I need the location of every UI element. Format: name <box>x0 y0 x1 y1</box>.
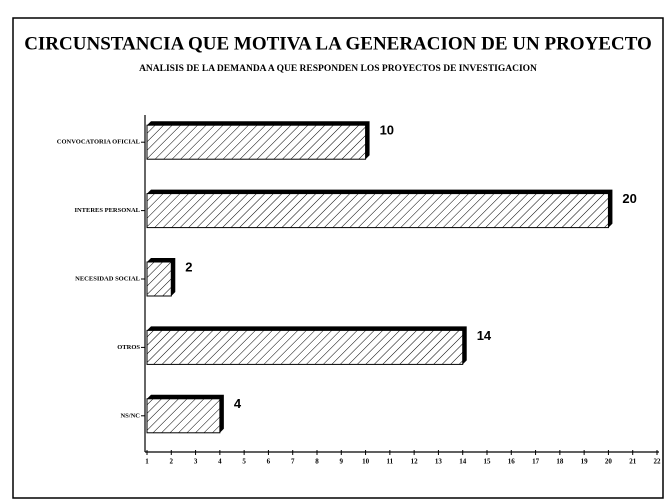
x-tick-label: 11 <box>387 458 394 466</box>
x-tick-label: 19 <box>581 458 589 466</box>
y-tick-label: NECESIDAD SOCIAL <box>75 275 140 282</box>
bar <box>146 261 172 297</box>
x-tick-label: 2 <box>170 458 174 466</box>
x-tick-label: 4 <box>218 458 222 466</box>
bar <box>146 124 367 160</box>
y-tick-label: CONVOCATORIA OFICIAL <box>57 139 141 146</box>
chart-subtitle: ANALISIS DE LA DEMANDA A QUE RESPONDEN L… <box>139 64 537 74</box>
x-tick-label: 7 <box>291 458 295 466</box>
bar <box>146 398 221 434</box>
x-tick-label: 14 <box>459 458 467 466</box>
x-tick-label: 21 <box>629 458 637 466</box>
x-tick-label: 6 <box>267 458 271 466</box>
x-tick-label: 3 <box>194 458 198 466</box>
x-tick-label: 12 <box>411 458 419 466</box>
x-tick-label: 16 <box>508 458 516 466</box>
y-tick-label: INTERES PERSONAL <box>74 207 140 214</box>
x-tick-label: 1 <box>145 458 149 466</box>
x-tick-label: 20 <box>605 458 613 466</box>
y-tick-label: OTROS <box>117 344 140 351</box>
data-label: 14 <box>477 328 492 343</box>
x-tick-label: 22 <box>654 458 662 466</box>
x-tick-label: 9 <box>340 458 344 466</box>
x-tick-label: 15 <box>484 458 492 466</box>
data-label: 10 <box>380 123 394 138</box>
data-label: 4 <box>234 396 242 411</box>
x-tick-label: 5 <box>242 458 246 466</box>
bar <box>146 329 464 365</box>
x-tick-label: 8 <box>315 458 319 466</box>
x-tick-label: 18 <box>556 458 564 466</box>
chart-title: CIRCUNSTANCIA QUE MOTIVA LA GENERACION D… <box>24 33 652 54</box>
x-tick-label: 17 <box>532 458 540 466</box>
y-tick-label: NS/NC <box>120 412 140 419</box>
data-label: 2 <box>185 259 192 274</box>
frame <box>12 17 664 499</box>
x-tick-label: 13 <box>435 458 443 466</box>
bar <box>146 193 609 229</box>
x-tick-label: 10 <box>362 458 370 466</box>
data-label: 20 <box>622 191 636 206</box>
